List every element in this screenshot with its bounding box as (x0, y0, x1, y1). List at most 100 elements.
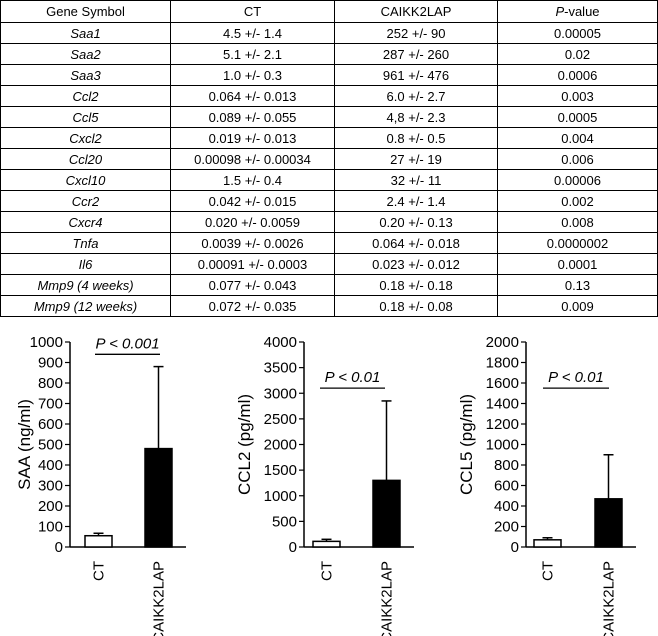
y-tick-label: 4000 (264, 334, 297, 351)
ct-value-cell: 0.077 +/- 0.043 (170, 274, 335, 296)
p-value-cell: 0.13 (497, 274, 658, 296)
gene-cell: Tnfa (0, 232, 171, 254)
gene-cell: Mmp9 (4 weeks) (0, 274, 171, 296)
ct-value-cell: 0.020 +/- 0.0059 (170, 211, 335, 233)
table-row: Cxcl10 1.5 +/- 0.4 32 +/- 11 0.00006 (0, 169, 658, 191)
ct-value-cell: 1.5 +/- 0.4 (170, 169, 335, 191)
x-category-label: CAIKK2LAP (151, 561, 168, 636)
table-row: Tnfa 0.0039 +/- 0.0026 0.064 +/- 0.018 0.00… (0, 232, 658, 254)
p-value-cell: 0.0001 (497, 253, 658, 275)
p-value-cell: 0.006 (497, 148, 658, 170)
ct-value-cell: 0.0039 +/- 0.0026 (170, 232, 335, 254)
caikk2lap-value-cell: 0.8 +/- 0.5 (334, 127, 498, 149)
ct-value-cell: 4.5 +/- 1.4 (170, 22, 335, 44)
ccl2-bar-chart: 0 500 1000 1500 2000 2500 3000 3500 4000 CCL2 (pg… (235, 334, 414, 636)
y-tick-label: 2500 (264, 411, 297, 428)
y-tick-label: 3500 (264, 360, 297, 377)
gene-cell: Saa2 (0, 43, 171, 65)
table-row: Mmp9 (4 weeks) 0.077 +/- 0.043 0.18 +/- 0.… (0, 274, 658, 296)
caikk2lap-value-cell: 0.023 +/- 0.012 (334, 253, 498, 275)
gene-cell: Cxcl10 (0, 169, 171, 191)
y-tick-label: 1600 (486, 375, 519, 392)
x-category-label: CT (319, 561, 336, 581)
bar-ct (533, 539, 562, 548)
caikk2lap-value-cell: 27 +/- 19 (334, 148, 498, 170)
header-gene-symbol: Gene Symbol (0, 0, 171, 23)
header-caikk2lap: CAIKK2LAP (334, 0, 498, 23)
y-tick-label: 500 (272, 513, 297, 530)
y-tick-label: 0 (289, 539, 297, 556)
gene-cell: Saa3 (0, 64, 171, 86)
x-category-label: CT (91, 561, 108, 581)
p-value-cell: 0.02 (497, 43, 658, 65)
y-axis-title: CCL2 (pg/ml) (235, 394, 254, 495)
table-row: Il6 0.00091 +/- 0.0003 0.023 +/- 0.012 0.00… (0, 253, 658, 275)
y-tick-label: 400 (494, 498, 519, 515)
gene-cell: Ccl2 (0, 85, 171, 107)
caikk2lap-value-cell: 287 +/- 260 (334, 43, 498, 65)
table-row: Ccl20 0.00098 +/- 0.00034 27 +/- 19 0.006 (0, 148, 658, 170)
p-value-cell: 0.004 (497, 127, 658, 149)
significance-label: P < 0.001 (95, 335, 159, 352)
y-tick-label: 700 (38, 396, 63, 413)
p-value-cell: 0.0006 (497, 64, 658, 86)
y-tick-label: 800 (38, 375, 63, 392)
ct-value-cell: 0.042 +/- 0.015 (170, 190, 335, 212)
ct-value-cell: 5.1 +/- 2.1 (170, 43, 335, 65)
bar-caikk2lap (372, 479, 401, 548)
ct-value-cell: 0.019 +/- 0.013 (170, 127, 335, 149)
header-ct: CT (170, 0, 335, 23)
y-tick-label: 800 (494, 457, 519, 474)
y-tick-label: 1000 (486, 437, 519, 454)
ct-value-cell: 0.072 +/- 0.035 (170, 295, 335, 317)
p-value-cell: 0.009 (497, 295, 658, 317)
p-value-cell: 0.00006 (497, 169, 658, 191)
x-category-label: CAIKK2LAP (601, 561, 618, 636)
p-value-cell: 0.0000002 (497, 232, 658, 254)
y-tick-label: 2000 (486, 334, 519, 351)
significance-label: P < 0.01 (548, 369, 604, 386)
ct-value-cell: 1.0 +/- 0.3 (170, 64, 335, 86)
gene-cell: Il6 (0, 253, 171, 275)
ct-value-cell: 0.00098 +/- 0.00034 (170, 148, 335, 170)
caikk2lap-value-cell: 0.18 +/- 0.08 (334, 295, 498, 317)
ct-value-cell: 0.089 +/- 0.055 (170, 106, 335, 128)
y-tick-label: 100 (38, 519, 63, 536)
y-tick-label: 1400 (486, 396, 519, 413)
gene-cell: Saa1 (0, 22, 171, 44)
gene-cell: Ccl5 (0, 106, 171, 128)
table-header-row: Gene Symbol CT CAIKK2LAP P-value (0, 0, 658, 23)
y-axis-title: CCL5 (pg/ml) (457, 394, 476, 495)
y-tick-label: 0 (511, 539, 519, 556)
p-value-cell: 0.008 (497, 211, 658, 233)
gene-cell: Cxcl2 (0, 127, 171, 149)
caikk2lap-value-cell: 4,8 +/- 2.3 (334, 106, 498, 128)
bar-ct (84, 534, 113, 548)
significance-label: P < 0.01 (325, 369, 381, 386)
y-tick-label: 200 (38, 498, 63, 515)
header-p-value: P-value (497, 0, 658, 23)
table-row: Saa1 4.5 +/- 1.4 252 +/- 90 0.00005 (0, 22, 658, 44)
saa-bar-chart: 0 100 200 300 400 500 600 700 800 900 1000 SAA (ng/… (15, 334, 186, 636)
y-tick-label: 900 (38, 355, 63, 372)
y-tick-label: 0 (55, 539, 63, 556)
y-tick-label: 1800 (486, 355, 519, 372)
caikk2lap-value-cell: 32 +/- 11 (334, 169, 498, 191)
y-tick-label: 400 (38, 457, 63, 474)
y-tick-label: 600 (38, 416, 63, 433)
ct-value-cell: 0.00091 +/- 0.0003 (170, 253, 335, 275)
gene-cell: Cxcr4 (0, 211, 171, 233)
y-tick-label: 500 (38, 437, 63, 454)
table-row: Mmp9 (12 weeks) 0.072 +/- 0.035 0.18 +/- 0… (0, 295, 658, 317)
p-value-cell: 0.00005 (497, 22, 658, 44)
y-tick-label: 300 (38, 478, 63, 495)
bar-caikk2lap (144, 447, 173, 548)
caikk2lap-value-cell: 0.064 +/- 0.018 (334, 232, 498, 254)
ct-value-cell: 0.064 +/- 0.013 (170, 85, 335, 107)
gene-cell: Ccl20 (0, 148, 171, 170)
caikk2lap-value-cell: 252 +/- 90 (334, 22, 498, 44)
gene-cell: Mmp9 (12 weeks) (0, 295, 171, 317)
y-tick-label: 1000 (264, 488, 297, 505)
header-p-italic: P (555, 4, 565, 19)
p-value-cell: 0.002 (497, 190, 658, 212)
